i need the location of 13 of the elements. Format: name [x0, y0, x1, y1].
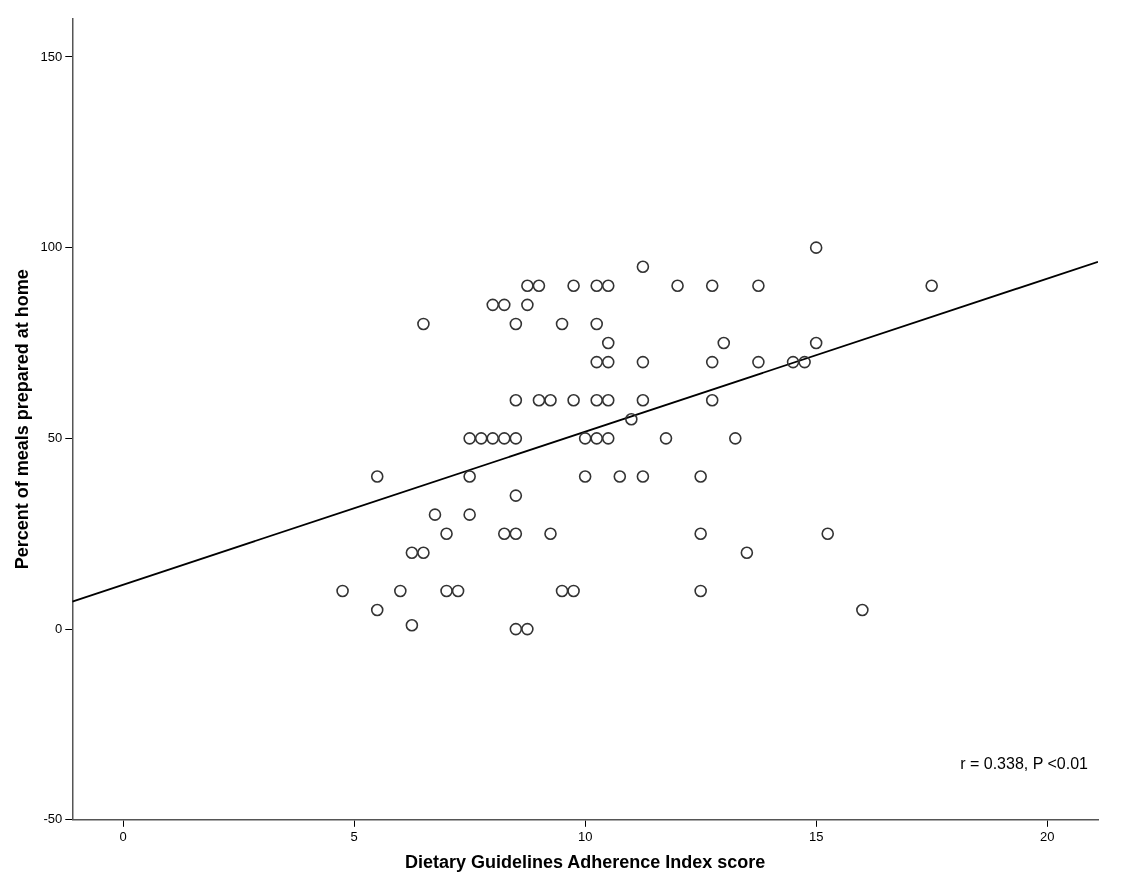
y-tick-label: 100 [40, 239, 63, 255]
y-axis-title: Percent of meals prepared at home [11, 269, 32, 570]
x-tick-label: 15 [808, 829, 824, 845]
y-tick-label: 50 [47, 429, 63, 445]
y-tick-label: 150 [40, 48, 63, 64]
x-tick-label: 5 [350, 829, 358, 845]
x-axis-title: Dietary Guidelines Adherence Index score [404, 852, 766, 873]
x-tick-label: 20 [1039, 829, 1055, 845]
y-tick-label: 0 [55, 620, 63, 636]
y-tick-label: -50 [43, 811, 63, 827]
annotation: r = 0.338, P <0.01 [960, 755, 1089, 773]
x-tick-label: 10 [577, 829, 593, 845]
x-tick-label: 0 [119, 829, 127, 845]
